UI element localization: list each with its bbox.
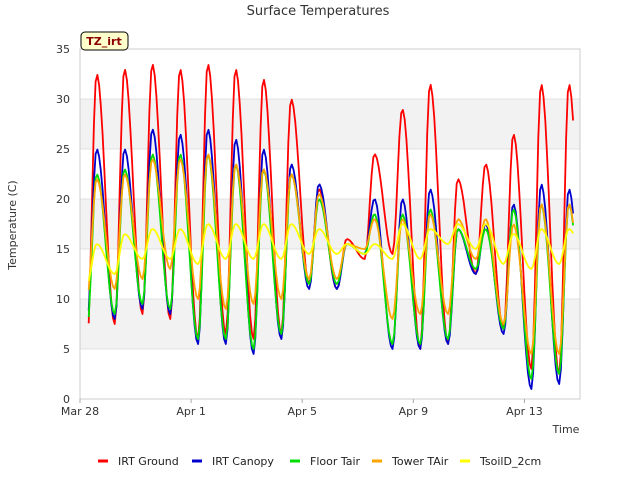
plot-area-frame bbox=[79, 48, 581, 400]
y-tick-label: 30 bbox=[56, 93, 70, 106]
legend-label: IRT Canopy bbox=[212, 455, 274, 468]
y-axis-ticks: 0 5 10 15 20 25 30 35 bbox=[56, 43, 70, 406]
x-axis-ticks: Mar 28 Apr 1 Apr 5 Apr 9 Apr 13 bbox=[61, 399, 543, 418]
legend-label: Tower TAir bbox=[391, 455, 449, 468]
x-tick-label: Mar 28 bbox=[61, 405, 99, 418]
y-tick-label: 20 bbox=[56, 193, 70, 206]
y-tick-label: 35 bbox=[56, 43, 70, 56]
series-line-3 bbox=[87, 153, 574, 355]
y-tick-label: 25 bbox=[56, 143, 70, 156]
legend-label: TsoilD_2cm bbox=[479, 455, 541, 468]
y-tick-label: 15 bbox=[56, 243, 70, 256]
x-tick-label: Apr 1 bbox=[176, 405, 206, 418]
x-tick-label: Apr 13 bbox=[506, 405, 543, 418]
x-tick-label: Apr 9 bbox=[399, 405, 429, 418]
series-lines bbox=[87, 64, 574, 390]
x-tick-label: Apr 5 bbox=[287, 405, 317, 418]
band bbox=[80, 299, 580, 349]
tz-irt-badge-label: TZ_irt bbox=[86, 35, 121, 48]
tz-irt-badge: TZ_irt bbox=[80, 31, 129, 51]
series-line-4 bbox=[87, 223, 574, 282]
legend-label: IRT Ground bbox=[118, 455, 179, 468]
y-tick-label: 10 bbox=[56, 293, 70, 306]
chart-title: Surface Temperatures bbox=[247, 4, 390, 19]
legend-label: Floor Tair bbox=[310, 455, 361, 468]
background-bands bbox=[80, 99, 580, 349]
y-tick-label: 0 bbox=[63, 393, 70, 406]
x-axis-label: Time bbox=[552, 423, 580, 436]
legend: IRT Ground IRT Canopy Floor Tair Tower TAir… bbox=[98, 455, 541, 468]
band bbox=[80, 199, 580, 249]
y-tick-label: 5 bbox=[63, 343, 70, 356]
y-axis-label: Temperature (C) bbox=[6, 180, 19, 270]
band bbox=[80, 99, 580, 149]
